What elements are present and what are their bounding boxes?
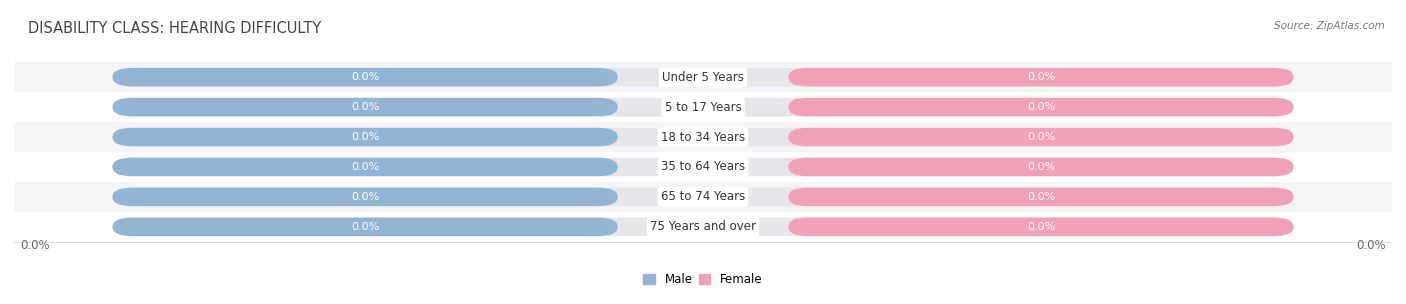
FancyBboxPatch shape xyxy=(112,188,617,206)
Text: 0.0%: 0.0% xyxy=(1026,102,1054,112)
FancyBboxPatch shape xyxy=(14,62,1392,92)
Text: 75 Years and over: 75 Years and over xyxy=(650,220,756,233)
Text: 0.0%: 0.0% xyxy=(352,222,380,232)
FancyBboxPatch shape xyxy=(789,98,1294,116)
FancyBboxPatch shape xyxy=(112,128,617,146)
FancyBboxPatch shape xyxy=(14,212,1392,242)
Text: 18 to 34 Years: 18 to 34 Years xyxy=(661,130,745,143)
Text: 0.0%: 0.0% xyxy=(352,162,380,172)
FancyBboxPatch shape xyxy=(789,128,1294,146)
FancyBboxPatch shape xyxy=(112,158,1294,176)
Text: Source: ZipAtlas.com: Source: ZipAtlas.com xyxy=(1274,21,1385,31)
Text: 0.0%: 0.0% xyxy=(1026,162,1054,172)
FancyBboxPatch shape xyxy=(112,218,617,236)
FancyBboxPatch shape xyxy=(112,68,1294,86)
Text: 65 to 74 Years: 65 to 74 Years xyxy=(661,190,745,203)
FancyBboxPatch shape xyxy=(112,98,617,116)
FancyBboxPatch shape xyxy=(112,128,1294,146)
Text: 0.0%: 0.0% xyxy=(1026,132,1054,142)
FancyBboxPatch shape xyxy=(112,218,1294,236)
FancyBboxPatch shape xyxy=(14,152,1392,182)
Text: 0.0%: 0.0% xyxy=(352,132,380,142)
Text: DISABILITY CLASS: HEARING DIFFICULTY: DISABILITY CLASS: HEARING DIFFICULTY xyxy=(28,21,322,36)
Text: 0.0%: 0.0% xyxy=(1026,192,1054,202)
Text: 0.0%: 0.0% xyxy=(352,72,380,82)
Text: 0.0%: 0.0% xyxy=(1355,239,1385,252)
Text: 5 to 17 Years: 5 to 17 Years xyxy=(665,101,741,114)
Text: 0.0%: 0.0% xyxy=(1026,72,1054,82)
FancyBboxPatch shape xyxy=(112,98,1294,116)
FancyBboxPatch shape xyxy=(112,68,617,86)
Text: Under 5 Years: Under 5 Years xyxy=(662,71,744,84)
Text: 35 to 64 Years: 35 to 64 Years xyxy=(661,161,745,174)
FancyBboxPatch shape xyxy=(14,182,1392,212)
Legend: Male, Female: Male, Female xyxy=(644,273,762,286)
FancyBboxPatch shape xyxy=(789,158,1294,176)
Text: 0.0%: 0.0% xyxy=(1026,222,1054,232)
FancyBboxPatch shape xyxy=(14,92,1392,122)
FancyBboxPatch shape xyxy=(789,188,1294,206)
FancyBboxPatch shape xyxy=(789,218,1294,236)
Text: 0.0%: 0.0% xyxy=(352,192,380,202)
FancyBboxPatch shape xyxy=(14,122,1392,152)
FancyBboxPatch shape xyxy=(789,68,1294,86)
Text: 0.0%: 0.0% xyxy=(21,239,51,252)
Text: 0.0%: 0.0% xyxy=(352,102,380,112)
FancyBboxPatch shape xyxy=(112,158,617,176)
FancyBboxPatch shape xyxy=(112,188,1294,206)
